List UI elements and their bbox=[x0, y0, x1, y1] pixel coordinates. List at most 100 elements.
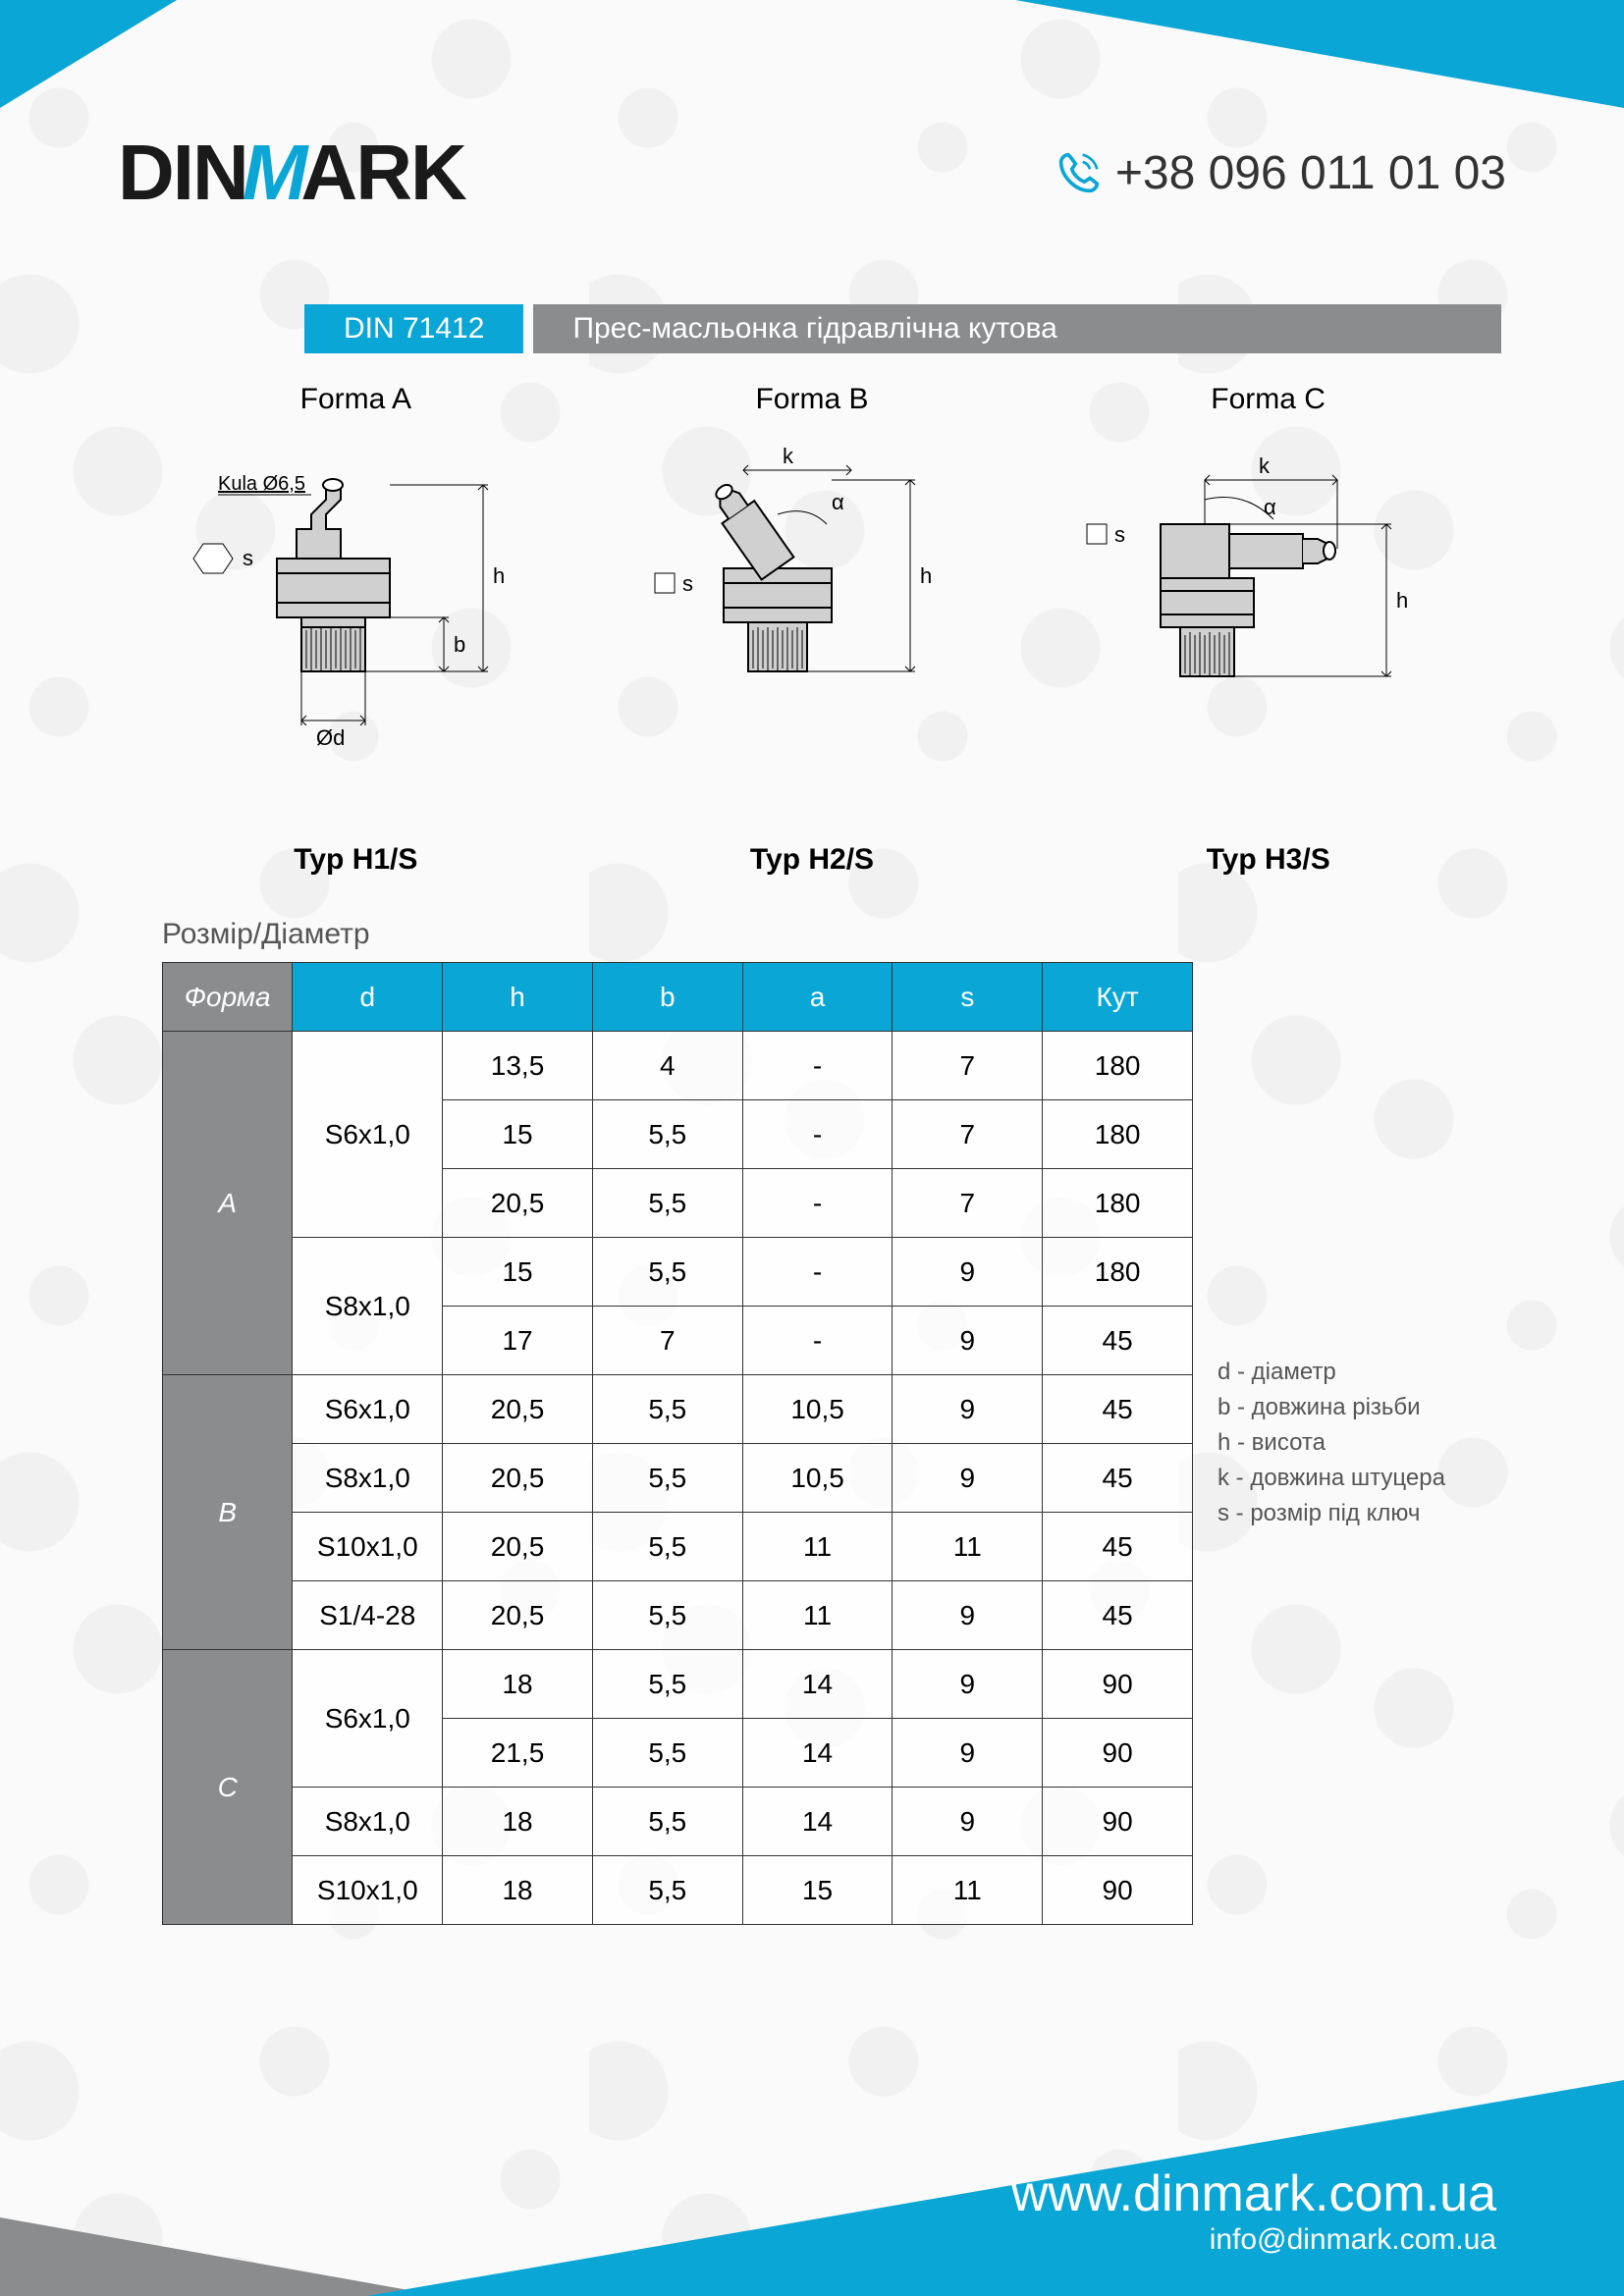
table-cell: 14 bbox=[742, 1650, 893, 1719]
table-cell: - bbox=[742, 1169, 893, 1238]
table-cell: 9 bbox=[893, 1307, 1043, 1375]
table-cell: 5,5 bbox=[592, 1581, 742, 1650]
svg-text:Ød: Ød bbox=[316, 725, 345, 750]
table-header-cell: b bbox=[592, 963, 742, 1032]
svg-text:s: s bbox=[1114, 522, 1125, 547]
table-forma-cell: C bbox=[163, 1650, 293, 1925]
table-header-cell: Кут bbox=[1043, 963, 1193, 1032]
svg-text:s: s bbox=[682, 571, 693, 596]
table-cell: 11 bbox=[742, 1513, 893, 1581]
table-header-cell: d bbox=[293, 963, 443, 1032]
table-cell: 20,5 bbox=[443, 1169, 593, 1238]
table-cell: 9 bbox=[893, 1650, 1043, 1719]
table-row: AS6x1,013,54-7180 bbox=[163, 1032, 1193, 1100]
table-cell: 9 bbox=[893, 1719, 1043, 1788]
table-cell: - bbox=[742, 1307, 893, 1375]
drawing-type-a: Typ H1/S bbox=[139, 843, 571, 877]
table-header-cell: Форма bbox=[163, 963, 293, 1032]
phone-number: +38 096 011 01 03 bbox=[1115, 146, 1506, 200]
table-cell: 5,5 bbox=[592, 1375, 742, 1444]
table-cell: 20,5 bbox=[443, 1513, 593, 1581]
table-header-cell: h bbox=[443, 963, 593, 1032]
table-cell: 5,5 bbox=[592, 1856, 742, 1925]
table-cell: 10,5 bbox=[742, 1444, 893, 1513]
drawing-svg-b: k α h s bbox=[596, 446, 1028, 819]
table-d-cell: S8x1,0 bbox=[293, 1444, 443, 1513]
table-header-cell: a bbox=[742, 963, 893, 1032]
legend-line: k - довжина штуцера bbox=[1218, 1461, 1445, 1496]
table-cell: 9 bbox=[893, 1788, 1043, 1856]
drawings-row: Forma A h b bbox=[128, 383, 1496, 877]
data-table: ФормаdhbasКут AS6x1,013,54-7180155,5-718… bbox=[162, 962, 1193, 1925]
svg-text:k: k bbox=[1259, 454, 1271, 478]
legend-line: d - діаметр bbox=[1218, 1355, 1445, 1390]
table-cell: 20,5 bbox=[443, 1581, 593, 1650]
drawing-forma-a: Forma A h b bbox=[139, 383, 571, 877]
svg-text:b: b bbox=[454, 632, 465, 657]
table-d-cell: S8x1,0 bbox=[293, 1238, 443, 1375]
table-cell: 5,5 bbox=[592, 1100, 742, 1169]
drawing-label-b: Forma B bbox=[596, 383, 1028, 416]
table-d-cell: S6x1,0 bbox=[293, 1650, 443, 1788]
drawing-forma-c: Forma C k α bbox=[1053, 383, 1485, 877]
drawing-label-a: Forma A bbox=[139, 383, 571, 416]
corner-top-right bbox=[1015, 0, 1624, 108]
legend-line: h - висота bbox=[1218, 1425, 1445, 1461]
table-cell: 5,5 bbox=[592, 1650, 742, 1719]
table-cell: 11 bbox=[893, 1856, 1043, 1925]
svg-text:s: s bbox=[243, 546, 253, 570]
table-cell: 45 bbox=[1043, 1581, 1193, 1650]
svg-text:α: α bbox=[832, 490, 844, 514]
legend-line: s - розмір під ключ bbox=[1218, 1496, 1445, 1531]
table-cell: - bbox=[742, 1100, 893, 1169]
table-cell: 180 bbox=[1043, 1238, 1193, 1307]
table-d-cell: S8x1,0 bbox=[293, 1788, 443, 1856]
table-cell: 11 bbox=[893, 1513, 1043, 1581]
table-cell: 5,5 bbox=[592, 1169, 742, 1238]
table-cell: 14 bbox=[742, 1788, 893, 1856]
table-cell: 180 bbox=[1043, 1100, 1193, 1169]
table-cell: 20,5 bbox=[443, 1444, 593, 1513]
table-cell: 90 bbox=[1043, 1788, 1193, 1856]
drawing-svg-a: h b Kula Ø6,5 s Ød bbox=[139, 446, 571, 819]
table-cell: 9 bbox=[893, 1238, 1043, 1307]
table-cell: 18 bbox=[443, 1650, 593, 1719]
table-cell: 17 bbox=[443, 1307, 593, 1375]
table-cell: 11 bbox=[742, 1581, 893, 1650]
legend-line: b - довжина різьби bbox=[1218, 1390, 1445, 1425]
table-cell: 7 bbox=[893, 1169, 1043, 1238]
logo-post: ARK bbox=[300, 128, 464, 218]
table-cell: 7 bbox=[592, 1307, 742, 1375]
table-cell: 9 bbox=[893, 1375, 1043, 1444]
table-forma-cell: B bbox=[163, 1375, 293, 1650]
description: Прес-масльонка гідравлічна кутова bbox=[533, 304, 1501, 353]
table-row: S8x1,0185,514990 bbox=[163, 1788, 1193, 1856]
table-cell: 90 bbox=[1043, 1719, 1193, 1788]
table-row: BS6x1,020,55,510,5945 bbox=[163, 1375, 1193, 1444]
table-row: S10x1,020,55,5111145 bbox=[163, 1513, 1193, 1581]
table-forma-cell: A bbox=[163, 1032, 293, 1375]
table-cell: 180 bbox=[1043, 1032, 1193, 1100]
table-d-cell: S10x1,0 bbox=[293, 1513, 443, 1581]
table-cell: 15 bbox=[742, 1856, 893, 1925]
table-cell: 180 bbox=[1043, 1169, 1193, 1238]
footer-email: info@dinmark.com.ua bbox=[1011, 2223, 1496, 2257]
table-row: CS6x1,0185,514990 bbox=[163, 1650, 1193, 1719]
table-cell: - bbox=[742, 1238, 893, 1307]
phone-icon bbox=[1057, 151, 1101, 194]
svg-text:h: h bbox=[1396, 588, 1408, 613]
table-cell: 4 bbox=[592, 1032, 742, 1100]
table-cell: 5,5 bbox=[592, 1513, 742, 1581]
header: DIN M ARK +38 096 011 01 03 bbox=[118, 128, 1506, 218]
footer-url: www.dinmark.com.ua bbox=[1011, 2164, 1496, 2223]
table-row: S8x1,0155,5-9180 bbox=[163, 1238, 1193, 1307]
table-cell: - bbox=[742, 1032, 893, 1100]
table-cell: 45 bbox=[1043, 1375, 1193, 1444]
logo: DIN M ARK bbox=[118, 128, 465, 218]
title-bar: DIN 71412 Прес-масльонка гідравлічна кут… bbox=[304, 304, 1501, 353]
table-cell: 18 bbox=[443, 1788, 593, 1856]
table-cell: 45 bbox=[1043, 1513, 1193, 1581]
table-row: S10x1,0185,5151190 bbox=[163, 1856, 1193, 1925]
drawing-label-c: Forma C bbox=[1053, 383, 1485, 416]
table-cell: 15 bbox=[443, 1100, 593, 1169]
